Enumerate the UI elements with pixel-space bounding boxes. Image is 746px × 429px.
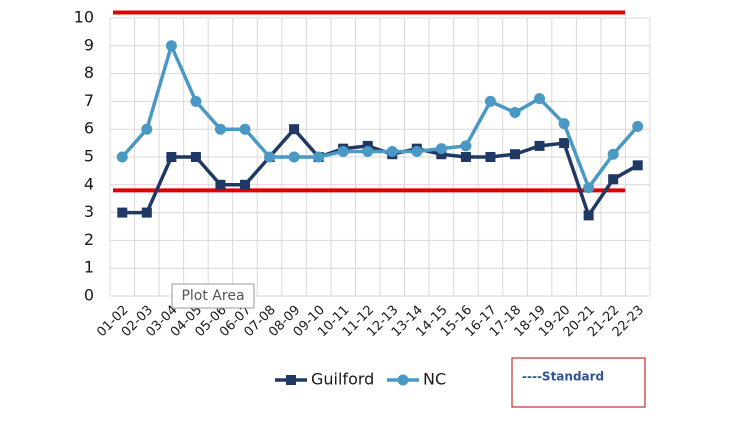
standard-legend: ----Standard [522,370,604,384]
standard-legend-box [511,357,646,408]
y-tick-label: 5 [84,147,94,166]
marker [215,179,226,190]
marker [435,143,447,155]
marker [116,151,128,163]
marker [632,120,644,132]
marker [240,179,250,190]
marker [460,140,472,152]
legend-label: NC [423,370,446,389]
marker [534,93,546,105]
marker [510,149,520,160]
marker [362,140,373,151]
marker [214,123,226,135]
marker [386,145,398,157]
marker [509,107,521,119]
y-tick-label: 9 [84,35,94,54]
marker [190,95,202,107]
marker [436,149,447,160]
marker [141,123,153,135]
y-tick-label: 2 [84,230,94,249]
marker [264,151,276,163]
y-tick-label: 6 [84,119,94,138]
marker [411,145,423,157]
y-tick-label: 4 [84,174,94,193]
y-tick-label: 8 [84,63,94,82]
marker [362,145,374,157]
marker [484,95,496,107]
marker [288,151,300,163]
marker [117,207,128,218]
marker [583,182,595,194]
marker [337,145,349,157]
marker [485,152,496,162]
y-tick-label: 10 [74,8,94,27]
marker [165,40,177,52]
marker [607,148,619,160]
marker [559,138,570,149]
marker [534,140,545,151]
marker [583,210,594,221]
marker [632,160,643,171]
marker [239,123,251,135]
marker [460,152,471,162]
marker [558,118,570,130]
y-tick-label: 0 [84,286,94,305]
legend-label: Guilford [311,370,374,389]
marker [313,151,325,163]
marker [608,174,619,185]
y-tick-label: 3 [84,202,94,221]
tooltip-box [171,283,255,309]
tooltip: Plot Area [181,288,244,304]
marker [141,207,152,218]
y-tick-label: 1 [84,258,94,277]
marker [190,152,201,162]
legend-marker [286,375,296,385]
marker [166,152,177,162]
series-line [120,40,640,192]
legend-marker [397,374,409,386]
y-tick-label: 7 [84,91,94,110]
marker [289,124,300,135]
